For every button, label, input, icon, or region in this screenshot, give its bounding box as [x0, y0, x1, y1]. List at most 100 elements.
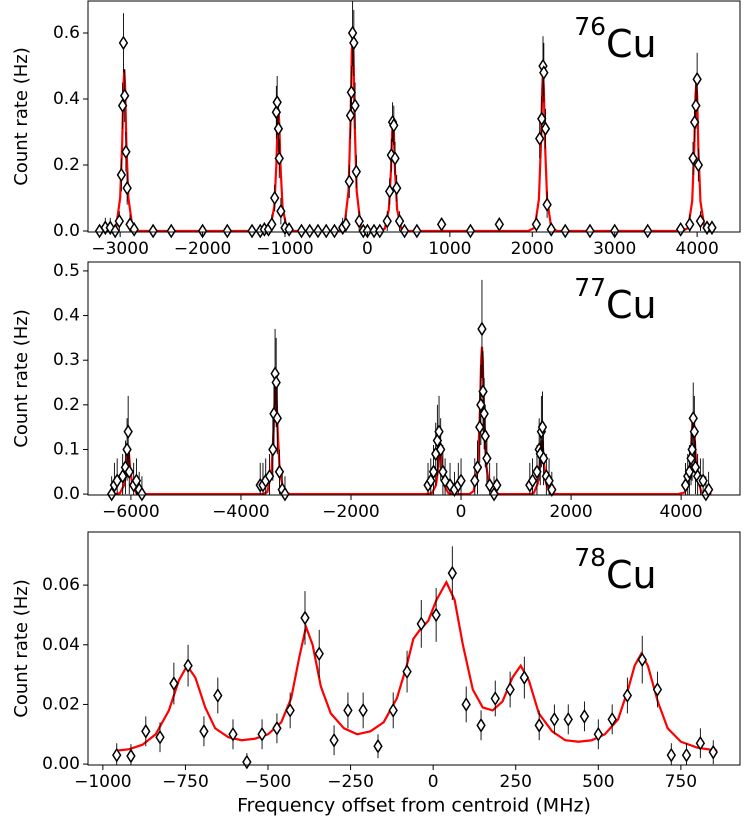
data-point [273, 121, 284, 137]
x-tick-label: 750 [665, 772, 697, 792]
data-point [114, 213, 125, 229]
data-point [141, 723, 151, 739]
data-point [535, 131, 545, 147]
data-point [271, 375, 281, 390]
x-tick-label: 250 [500, 772, 532, 792]
data-point [666, 747, 676, 763]
x-tick-label: −500 [245, 772, 292, 792]
data-point [394, 213, 405, 229]
data-point [137, 486, 147, 502]
x-tick-label: 0 [362, 239, 373, 259]
data-point [314, 646, 324, 662]
data-point [542, 197, 552, 213]
data-point [476, 717, 486, 733]
data-point [329, 223, 340, 239]
data-point [402, 664, 412, 680]
data-point [531, 217, 542, 232]
data-point [197, 223, 208, 239]
data-point [470, 473, 480, 489]
y-tick-label: 0.0 [53, 221, 80, 241]
data-point [686, 450, 696, 466]
y-tick-label: 0.04 [42, 635, 80, 655]
data-point [264, 468, 275, 484]
data-point [242, 754, 252, 770]
x-tick-label: −1000 [256, 239, 314, 259]
data-point [321, 223, 331, 239]
data-point [300, 610, 310, 626]
data-point [482, 450, 492, 466]
data-point [373, 738, 383, 754]
x-axis-label: Frequency offset from centroid (MHz) [237, 795, 591, 817]
data-point [688, 151, 698, 166]
x-tick-label: 2000 [511, 239, 554, 259]
data-point [477, 321, 487, 337]
data-point [432, 433, 443, 448]
x-tick-label: −3000 [91, 239, 149, 259]
y-tick-label: 0.2 [53, 395, 80, 415]
data-point [123, 424, 133, 440]
y-axis-label: Count rate (Hz) [11, 309, 32, 448]
fit-line [115, 579, 718, 752]
data-point [689, 424, 700, 440]
data-point [122, 180, 132, 196]
y-axis-label: Count rate (Hz) [11, 47, 32, 186]
y-tick-label: 0.3 [53, 350, 80, 370]
data-point [313, 223, 323, 239]
data-point [305, 223, 315, 239]
fit-line [114, 346, 712, 495]
isotope-symbol: Cu [606, 553, 657, 597]
data-point [692, 71, 702, 87]
data-point [537, 111, 547, 127]
x-tick-label: 4000 [659, 502, 702, 522]
data-point [118, 35, 129, 51]
data-point [268, 442, 278, 457]
data-point [272, 720, 282, 736]
data-point [124, 464, 134, 480]
x-tick-label: −6000 [102, 502, 160, 522]
data-point [431, 607, 441, 623]
x-tick-label: −750 [162, 772, 209, 792]
x-tick-label: 2000 [549, 502, 592, 522]
data-point [475, 419, 485, 435]
data-point [343, 703, 353, 718]
data-point [271, 104, 282, 120]
data-point [688, 410, 698, 426]
x-tick-label: 4000 [676, 239, 719, 259]
data-point [479, 406, 489, 422]
data-point [434, 424, 444, 440]
data-point [126, 748, 136, 764]
data-point [390, 151, 400, 166]
data-point [547, 482, 557, 498]
data-point [478, 384, 488, 399]
data-point [344, 174, 354, 189]
data-point [585, 223, 595, 239]
data-point [110, 223, 120, 239]
data-point [351, 164, 361, 180]
data-point [285, 703, 295, 718]
x-tick-label: 1000 [428, 239, 471, 259]
plot-frame [87, 0, 741, 233]
data-point [538, 450, 549, 466]
data-point [435, 442, 446, 457]
data-point [169, 676, 179, 691]
data-point [222, 223, 232, 239]
data-point [399, 223, 410, 239]
data-point [593, 726, 603, 742]
x-tick-label: 500 [582, 772, 614, 792]
data-point [121, 144, 131, 160]
plot-frame [87, 531, 741, 766]
data-point [119, 88, 130, 104]
isotope-mass: 76 [574, 12, 606, 41]
x-tick-label: −1000 [74, 772, 132, 792]
data-point [270, 190, 280, 206]
data-point [689, 114, 700, 130]
data-point [563, 711, 573, 727]
data-point [684, 464, 695, 480]
y-tick-label: 0.02 [42, 694, 80, 714]
data-point [465, 223, 476, 239]
x-tick-label: −250 [327, 772, 374, 792]
data-point [484, 477, 495, 493]
data-point [445, 477, 455, 493]
data-point [329, 732, 339, 748]
